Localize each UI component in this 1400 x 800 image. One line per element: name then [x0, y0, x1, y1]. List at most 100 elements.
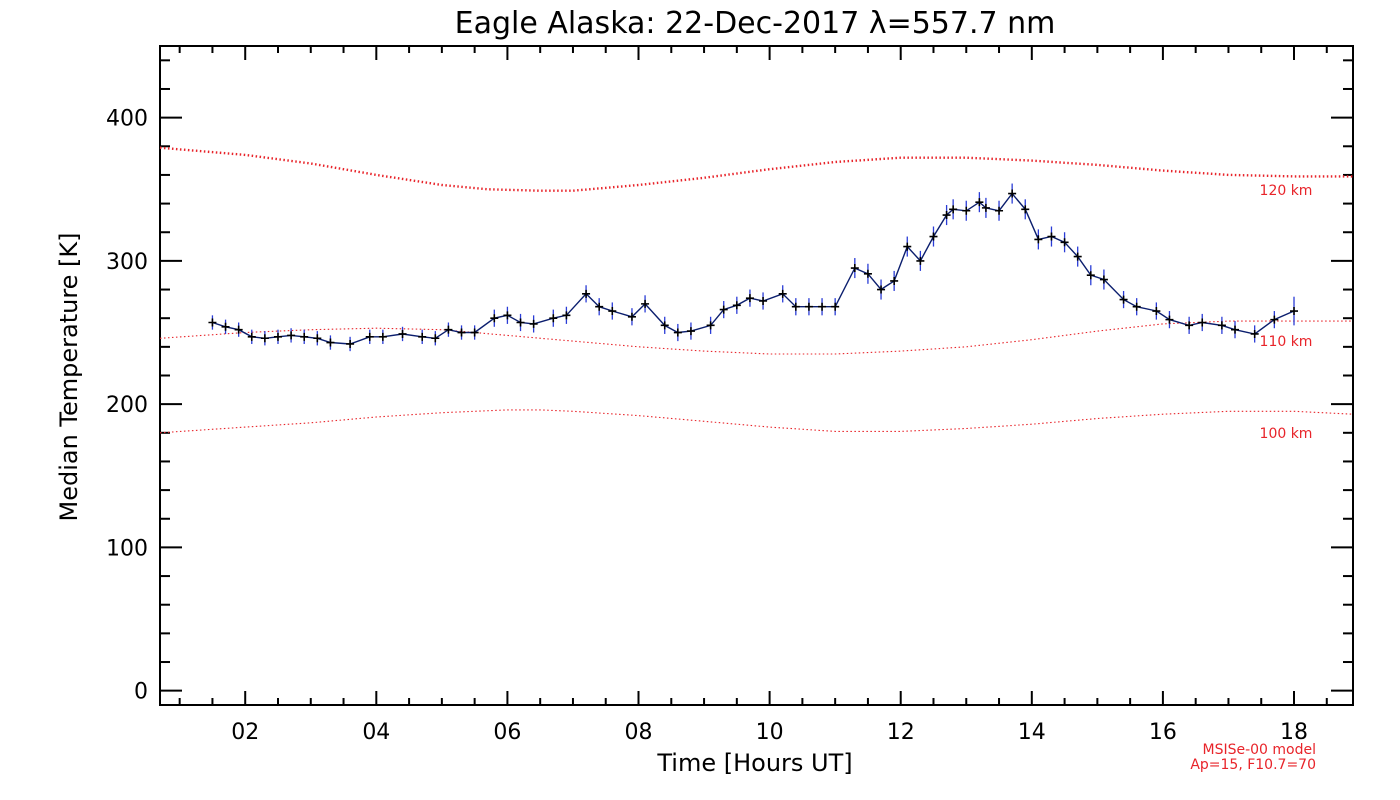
data-point — [1185, 321, 1194, 330]
data-point — [529, 319, 538, 328]
data-point — [1270, 315, 1279, 324]
data-point — [1152, 307, 1161, 316]
measured-line — [212, 192, 1295, 345]
data-point — [490, 314, 499, 323]
data-point — [732, 301, 741, 310]
data-point — [1290, 307, 1299, 316]
data-point — [326, 338, 335, 347]
data-point — [850, 264, 859, 273]
model-label-110-km: 110 km — [1260, 334, 1313, 350]
data-point — [470, 328, 479, 337]
model-line-110-km — [159, 320, 1353, 355]
data-point — [1119, 295, 1128, 304]
data-point — [831, 302, 840, 311]
data-point — [1086, 271, 1095, 280]
data-point — [818, 302, 827, 311]
data-point — [804, 302, 813, 311]
y-tick-label: 300 — [106, 250, 148, 275]
data-point — [1073, 252, 1082, 261]
data-point — [1034, 235, 1043, 244]
data-point — [916, 256, 925, 265]
data-point — [673, 328, 682, 337]
data-point — [378, 332, 387, 341]
data-point — [995, 206, 1004, 215]
data-point — [208, 318, 217, 327]
x-axis-label: Time [Hours UT] — [656, 749, 852, 777]
data-point — [1099, 275, 1108, 284]
data-point — [627, 312, 636, 321]
data-point — [863, 269, 872, 278]
data-point — [719, 305, 728, 314]
data-point — [949, 205, 958, 214]
data-point — [1231, 325, 1240, 334]
data-point — [1060, 238, 1069, 247]
data-point — [503, 311, 512, 320]
data-point — [595, 302, 604, 311]
model-note-line-1: MSISe-00 model — [1202, 742, 1316, 758]
data-point — [942, 211, 951, 220]
data-point — [346, 339, 355, 348]
data-point — [1217, 321, 1226, 330]
data-point — [890, 276, 899, 285]
data-point — [562, 311, 571, 320]
x-tick-label: 06 — [493, 720, 521, 745]
x-tick-label: 18 — [1280, 720, 1308, 745]
data-point — [273, 332, 282, 341]
data-point — [300, 332, 309, 341]
model-label-100-km: 100 km — [1260, 426, 1313, 442]
data-point — [418, 332, 427, 341]
data-point — [247, 332, 256, 341]
model-note-line-2: Ap=15, F10.7=70 — [1190, 757, 1316, 773]
data-point — [1250, 329, 1259, 338]
x-tick-label: 16 — [1149, 720, 1177, 745]
data-point — [791, 302, 800, 311]
data-point — [582, 289, 591, 298]
model-label-120-km: 120 km — [1260, 183, 1313, 199]
data-point — [745, 294, 754, 303]
y-tick-label: 200 — [106, 393, 148, 418]
data-point — [608, 307, 617, 316]
data-point — [877, 285, 886, 294]
model-line-100-km — [159, 409, 1354, 434]
x-tick-label: 02 — [231, 720, 259, 745]
data-point — [234, 325, 243, 334]
data-point — [260, 334, 269, 343]
x-tick-label: 14 — [1018, 720, 1046, 745]
data-point — [641, 299, 650, 308]
chart-title: Eagle Alaska: 22-Dec-2017 λ=557.7 nm — [455, 6, 1056, 41]
data-point — [457, 328, 466, 337]
data-point — [365, 332, 374, 341]
data-point — [1132, 302, 1141, 311]
plot-area: 02 04 06 08 10 12 14 16 18 0 100 200 300 400 120 km 110… — [106, 45, 1354, 745]
y-tick-label: 400 — [106, 107, 148, 132]
data-point — [549, 314, 558, 323]
data-point — [1021, 205, 1030, 214]
data-point — [221, 322, 230, 331]
data-point — [778, 289, 787, 298]
plot-frame — [159, 45, 1354, 706]
y-tick-label: 100 — [106, 536, 148, 561]
data-point — [1047, 232, 1056, 241]
data-point — [975, 198, 984, 207]
data-point — [706, 321, 715, 330]
data-point — [1008, 189, 1017, 198]
data-point — [313, 334, 322, 343]
y-axis-label: Median Temperature [K] — [55, 232, 83, 521]
x-tick-label: 04 — [362, 720, 390, 745]
data-point — [516, 318, 525, 327]
data-point — [929, 232, 938, 241]
data-point — [287, 331, 296, 340]
y-tick-label: 0 — [134, 680, 148, 705]
data-point — [431, 334, 440, 343]
data-point — [759, 297, 768, 306]
data-point — [981, 203, 990, 212]
model-line-120-km — [159, 146, 1353, 192]
data-point — [444, 325, 453, 334]
data-point — [686, 327, 695, 336]
x-tick-label: 12 — [887, 720, 915, 745]
data-point — [1198, 318, 1207, 327]
x-tick-label: 08 — [625, 720, 653, 745]
x-tick-label: 10 — [756, 720, 784, 745]
data-point — [660, 321, 669, 330]
